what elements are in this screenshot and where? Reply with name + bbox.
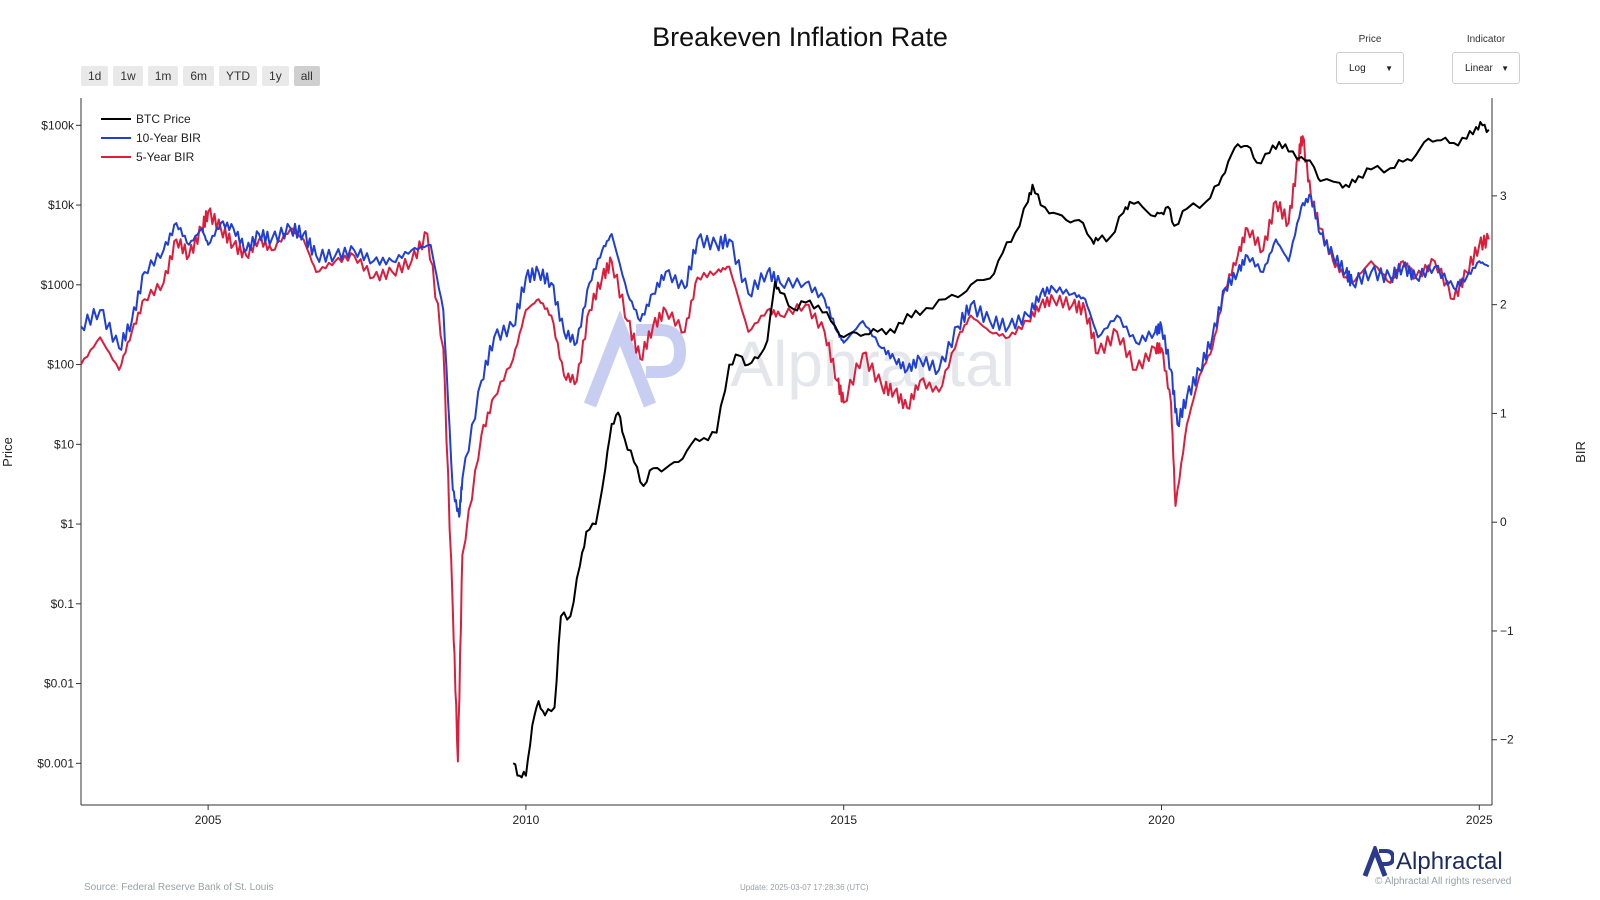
chart-axes: $0.001 $0.01 $0.1 $1 $10 $100 $1000 $10k $100k −2… xyxy=(0,98,1588,827)
chart-title: Breakeven Inflation Rate xyxy=(652,22,948,52)
alphractal-logo-icon xyxy=(1362,846,1394,877)
left-axis-tick-label: $10 xyxy=(54,437,74,451)
left-axis-tick-label: $10k xyxy=(48,198,75,212)
legend-item-btc-price: BTC Price xyxy=(136,112,191,126)
range-button-1y[interactable]: 1y xyxy=(262,66,289,86)
price-scale-value: Log xyxy=(1349,62,1366,74)
left-axis-title: Price xyxy=(0,437,15,467)
brand-name: Alphractal xyxy=(1396,848,1503,875)
x-axis-tick-label: 2020 xyxy=(1148,813,1175,827)
range-button-1m[interactable]: 1m xyxy=(147,66,179,86)
left-axis-tick-label: $0.001 xyxy=(37,756,74,770)
range-button-1d[interactable]: 1d xyxy=(81,66,109,86)
left-axis-tick-label: $100 xyxy=(47,358,74,372)
right-axis-tick-label: 0 xyxy=(1500,515,1507,529)
x-axis-tick-label: 2015 xyxy=(830,813,857,827)
x-axis-tick-label: 2025 xyxy=(1466,813,1493,827)
brand-mark: Alphractal xyxy=(1362,846,1503,878)
range-button-ytd[interactable]: YTD xyxy=(219,66,258,86)
price-scale-control: Price Log ▼ xyxy=(1336,34,1404,84)
dropdown-caret-icon: ▼ xyxy=(1385,63,1393,73)
right-axis-tick-label: 3 xyxy=(1500,189,1507,203)
x-axis-tick-label: 2010 xyxy=(513,813,540,827)
range-button-all[interactable]: all xyxy=(293,66,320,86)
legend-item-5-year-bir: 5-Year BIR xyxy=(136,150,195,164)
right-axis-tick-label: −2 xyxy=(1500,733,1514,747)
data-source-note: Source: Federal Reserve Bank of St. Loui… xyxy=(84,882,274,893)
price-scale-label: Price xyxy=(1358,34,1382,45)
bir-10-year-line xyxy=(80,193,1490,518)
left-axis-tick-label: $1 xyxy=(61,517,75,531)
chart-plot-area xyxy=(80,121,1490,779)
right-axis-tick-label: 2 xyxy=(1500,298,1507,312)
chart-legend: BTC Price 10-Year BIR 5-Year BIR xyxy=(101,112,201,164)
btc-price-line xyxy=(512,121,1490,779)
update-timestamp: Update: 2025-03-07 17:28:36 (UTC) xyxy=(740,883,869,892)
right-axis-tick-label: −1 xyxy=(1500,624,1514,638)
dropdown-caret-icon: ▼ xyxy=(1501,63,1509,73)
copyright-note: © Alphractal All rights reserved xyxy=(1375,876,1512,887)
right-axis-tick-label: 1 xyxy=(1500,406,1507,420)
price-scale-select[interactable]: Log ▼ xyxy=(1336,52,1404,84)
legend-item-10-year-bir: 10-Year BIR xyxy=(136,131,201,145)
indicator-scale-select[interactable]: Linear ▼ xyxy=(1452,52,1520,84)
range-button-6m[interactable]: 6m xyxy=(183,66,215,86)
watermark-logo-icon xyxy=(583,310,687,408)
right-axis-title: BIR xyxy=(1573,441,1588,463)
indicator-scale-control: Indicator Linear ▼ xyxy=(1452,34,1520,84)
range-selector: 1d 1w 1m 6m YTD 1y all xyxy=(81,66,320,86)
bir-5-year-line xyxy=(80,135,1490,763)
indicator-scale-value: Linear xyxy=(1465,62,1493,74)
left-axis-tick-label: $0.01 xyxy=(44,677,74,691)
range-button-1w[interactable]: 1w xyxy=(113,66,143,86)
left-axis-tick-label: $0.1 xyxy=(51,597,75,611)
indicator-scale-label: Indicator xyxy=(1466,34,1506,45)
left-axis-tick-label: $1000 xyxy=(41,278,75,292)
left-axis-tick-label: $100k xyxy=(41,118,75,132)
x-axis-tick-label: 2005 xyxy=(195,813,222,827)
